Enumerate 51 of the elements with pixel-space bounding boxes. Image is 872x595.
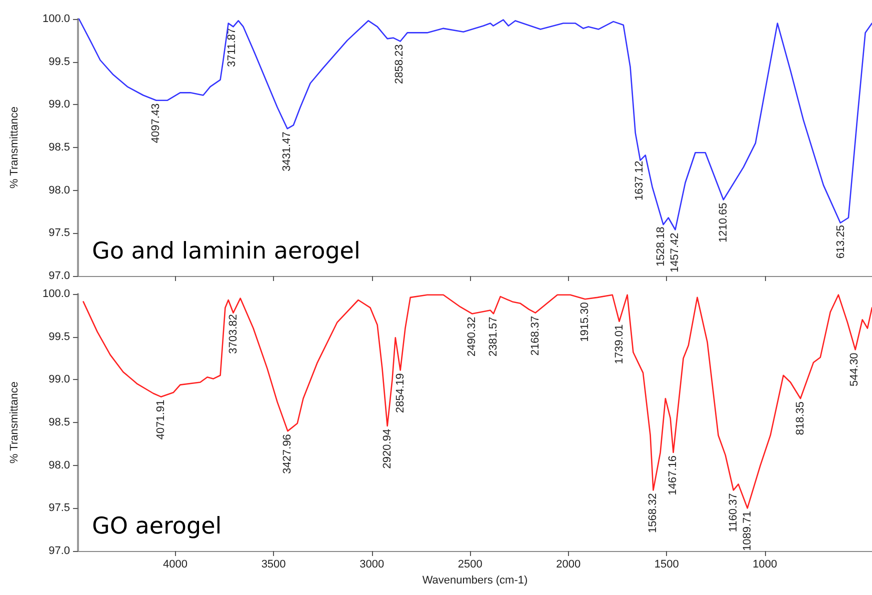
annotation: 2490.32 <box>466 316 478 356</box>
y-tick-label: 98.0 <box>48 459 70 472</box>
annotation: 1568.32 <box>647 493 660 533</box>
annotation: 1210.65 <box>717 202 730 243</box>
x-tick-label: 3500 <box>261 558 286 570</box>
annotation: 4097.43 <box>150 103 162 144</box>
annotation: 1467.16 <box>667 455 680 496</box>
annotation: 2920.94 <box>381 428 394 469</box>
annotation: 3703.82 <box>227 314 240 354</box>
y-tick-label: 98.5 <box>48 416 70 428</box>
y-tick-label: 97.0 <box>48 270 70 282</box>
annotation: 1089.71 <box>741 511 754 551</box>
y-tick-label: 100.0 <box>42 13 70 25</box>
y-tick-label: 99.5 <box>48 56 70 68</box>
x-tick-label: 2500 <box>458 558 482 570</box>
annotation: 1528.18 <box>655 226 668 267</box>
x-axis-title: Wavenumbers (cm-1) <box>422 574 528 586</box>
y-tick-label: 98.0 <box>48 184 70 196</box>
annotation: 2168.37 <box>529 316 542 356</box>
x-tick-label: 3000 <box>360 558 384 570</box>
y-tick-label: 100.0 <box>42 288 70 300</box>
y-axis-title: % Transmittance <box>8 382 20 464</box>
annotation: 2381.57 <box>487 316 500 356</box>
annotation: 2854.19 <box>394 373 406 414</box>
annotation: 3431.47 <box>281 132 294 172</box>
x-tick-label: 1500 <box>654 558 679 570</box>
annotation: 1739.01 <box>614 324 626 364</box>
x-tick-label: 4000 <box>163 558 188 570</box>
annotation: 544.30 <box>848 352 860 386</box>
annotation: GO aerogel <box>92 514 222 540</box>
x-tick-label: 1000 <box>752 558 778 570</box>
y-tick-label: 97.5 <box>48 502 70 514</box>
annotation: 4071.91 <box>155 400 168 440</box>
annotation: 1160.37 <box>727 493 740 532</box>
annotation: 3427.96 <box>282 434 294 474</box>
x-tick-label: 2000 <box>556 558 581 570</box>
annotation: 613.25 <box>834 225 847 259</box>
annotation: 3711.87 <box>226 28 238 67</box>
annotation: 1915.30 <box>579 302 591 342</box>
annotation: 1637.12 <box>634 160 646 201</box>
annotation: 818.35 <box>794 402 807 436</box>
y-tick-label: 97.5 <box>48 227 70 240</box>
annotation: 1457.42 <box>668 232 681 273</box>
y-tick-label: 99.5 <box>48 330 70 343</box>
annotation: 2858.23 <box>394 44 406 84</box>
y-tick-label: 99.0 <box>48 98 70 111</box>
annotation: Go and laminin aerogel <box>92 238 360 264</box>
y-tick-label: 97.0 <box>48 545 70 557</box>
y-tick-label: 98.5 <box>48 142 70 154</box>
y-tick-label: 99.0 <box>48 374 70 386</box>
y-axis-title: % Transmittance <box>8 106 20 188</box>
